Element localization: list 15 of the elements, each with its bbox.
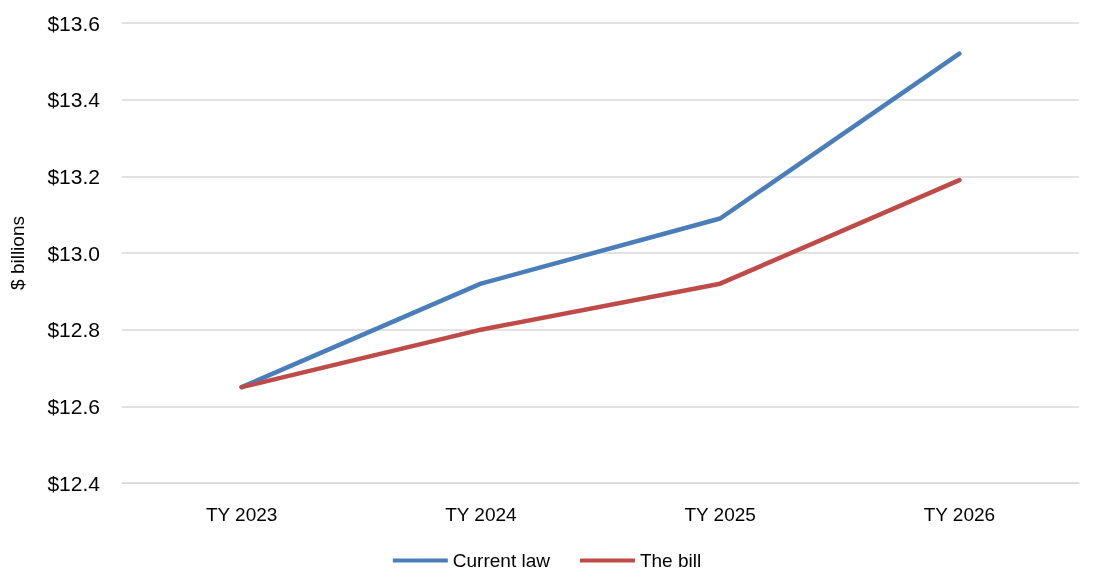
line-series [239,177,962,390]
legend-label: Current law [452,550,551,571]
x-tick-label: TY 2025 [684,504,756,525]
x-tick-label: TY 2023 [205,504,278,525]
y-tick-label: $13.0 [47,241,100,265]
x-tick-label: TY 2026 [923,504,996,525]
y-tick-label: $13.2 [47,164,100,188]
y-tick-label: $12.8 [47,318,100,342]
y-tick-label: $13.4 [47,88,101,112]
y-tick-label: $12.4 [47,471,101,495]
y-axis-title: $ billions [7,216,28,290]
x-tick-label: TY 2024 [445,504,518,525]
y-tick-label: $13.6 [47,11,100,35]
y-tick-label: $12.6 [47,394,100,418]
legend-label: The bill [639,550,702,571]
